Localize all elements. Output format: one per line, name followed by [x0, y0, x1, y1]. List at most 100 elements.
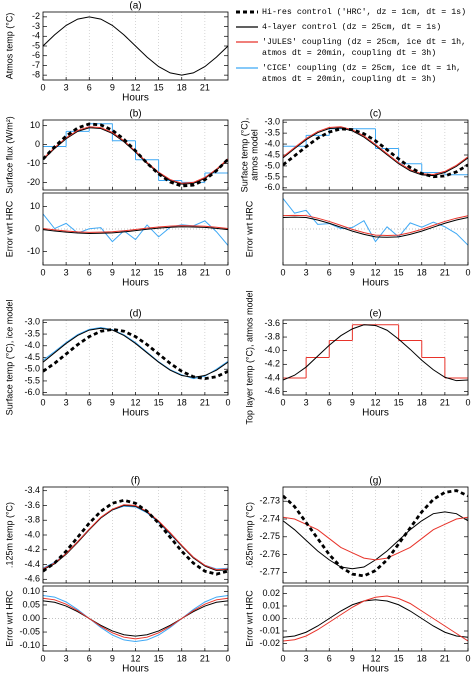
y-axis-label: .125m temp (°C) — [4, 502, 14, 568]
series-group — [43, 122, 228, 188]
x-tick-label: 15 — [154, 653, 164, 663]
series-group — [283, 126, 468, 179]
y-tick-label: -4.2 — [24, 544, 40, 554]
x-tick-label: 0 — [465, 267, 470, 277]
series-line — [283, 595, 468, 642]
x-tick-label: 3 — [304, 653, 309, 663]
panel-title: (b) — [129, 109, 141, 120]
x-tick-label: 9 — [110, 267, 115, 277]
series-line — [43, 594, 228, 643]
y-tick-label: -4.0 — [264, 138, 280, 148]
series-line — [43, 122, 228, 188]
y-tick-label: -4.5 — [264, 149, 280, 159]
legend-label: 'CICE' coupling (dz = 25cm, ice dt = 1h, — [262, 63, 461, 73]
y-tick-label: -6 — [32, 50, 40, 60]
series-group — [283, 198, 468, 246]
y-tick-label: -5.0 — [24, 364, 40, 374]
y-tick-label: 0.05 — [22, 599, 40, 609]
y-axis-label: Error wrt HRC — [4, 590, 14, 647]
y-axis-label: Surface flux (W/m²) — [4, 116, 14, 194]
x-tick-label: 6 — [327, 653, 332, 663]
series-line — [283, 214, 468, 236]
series-group — [43, 594, 228, 643]
x-tick-label: 21 — [200, 397, 210, 407]
y-tick-label: -3.8 — [264, 331, 280, 341]
y-tick-label: -3.6 — [24, 500, 40, 510]
series-group — [283, 595, 468, 642]
y-tick-label: 0 — [35, 223, 40, 233]
y-tick-label: -0.10 — [19, 640, 40, 650]
plot-frame — [282, 319, 469, 396]
plot-frame — [282, 192, 469, 266]
y-tick-label: -8 — [32, 70, 40, 80]
y-tick-label: -20 — [27, 177, 40, 187]
plot-frame — [282, 486, 469, 584]
x-tick-label: 0 — [465, 653, 470, 663]
series-line — [43, 225, 228, 233]
series-line — [283, 216, 468, 238]
x-tick-label: 18 — [177, 397, 187, 407]
legend-label: 'JULES' coupling (dz = 25cm, ice dt = 1h… — [262, 37, 466, 47]
plot-frame — [42, 585, 229, 652]
x-tick-label: 12 — [370, 397, 380, 407]
x-tick-label: 15 — [394, 267, 404, 277]
x-tick-label: 15 — [394, 653, 404, 663]
plot-frame — [42, 319, 229, 396]
x-axis-label: Hours — [122, 664, 149, 675]
y-tick-label: -6.0 — [24, 387, 40, 397]
y-tick-label: -4 — [32, 31, 40, 41]
y-tick-label: -4.4 — [24, 559, 40, 569]
plot-frame — [282, 585, 469, 652]
y-tick-label: -4.6 — [24, 574, 40, 584]
x-tick-label: 15 — [154, 267, 164, 277]
series-line — [283, 324, 468, 382]
x-tick-label: 18 — [417, 397, 427, 407]
x-tick-label: 0 — [280, 397, 285, 407]
x-tick-label: 6 — [327, 267, 332, 277]
y-tick-label: 10 — [30, 120, 40, 130]
series-group — [43, 326, 228, 381]
x-tick-label: 3 — [64, 397, 69, 407]
x-tick-label: 21 — [440, 267, 450, 277]
series-line — [283, 127, 468, 177]
y-axis-label: atmos model — [249, 129, 259, 181]
y-tick-label: -3.5 — [24, 328, 40, 338]
x-tick-label: 12 — [130, 397, 140, 407]
x-tick-label: 0 — [225, 653, 230, 663]
series-line — [43, 498, 228, 576]
y-tick-label: -0.02 — [259, 638, 280, 648]
series-line — [43, 16, 228, 76]
x-tick-label: 0 — [40, 82, 45, 92]
series-line — [43, 600, 228, 637]
y-tick-label: -3.8 — [24, 515, 40, 525]
x-tick-label: 0 — [40, 397, 45, 407]
y-tick-label: -4.0 — [24, 529, 40, 539]
legend-label: Hi-res control ('HRC', dz = 1cm, dt = 1s… — [262, 7, 466, 17]
series-line — [43, 504, 228, 571]
series-line — [283, 127, 468, 179]
series-line — [283, 489, 468, 578]
x-tick-label: 6 — [87, 397, 92, 407]
y-tick-label: 0.00 — [22, 613, 40, 623]
y-tick-label: -4.2 — [264, 359, 280, 369]
x-tick-label: 0 — [40, 653, 45, 663]
y-tick-label: -10 — [27, 158, 40, 168]
y-tick-label: -2 — [32, 11, 40, 21]
x-tick-label: 15 — [154, 82, 164, 92]
y-tick-label: 0.02 — [262, 588, 280, 598]
series-group — [43, 213, 228, 246]
y-tick-label: -5 — [32, 40, 40, 50]
x-axis-label: Hours — [122, 408, 149, 419]
x-tick-label: 3 — [64, 82, 69, 92]
series-group — [43, 16, 228, 76]
y-axis-label: .625m temp (°C) — [244, 502, 254, 568]
y-tick-label: -3.6 — [264, 318, 280, 328]
y-axis-label: Error wrt HRC — [4, 200, 14, 257]
series-line — [43, 597, 228, 640]
y-axis-label: Error wrt HRC — [244, 200, 254, 257]
y-tick-label: -5.5 — [264, 171, 280, 181]
legend-label: atmos dt = 20min, coupling dt = 3h) — [262, 74, 436, 84]
x-axis-label: Hours — [122, 278, 149, 289]
series-line — [283, 599, 468, 638]
